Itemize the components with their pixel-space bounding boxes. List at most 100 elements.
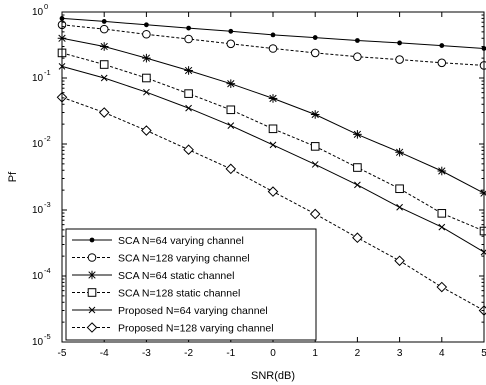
legend-label-6: Proposed N=128 varying channel	[118, 323, 274, 335]
series-3-point	[353, 130, 362, 139]
series-4-point	[142, 73, 151, 83]
series-2-point	[184, 34, 193, 44]
series-4-point	[268, 124, 278, 134]
legend-marker-3	[87, 270, 97, 280]
series-5-point	[269, 141, 277, 149]
legend-marker-5	[88, 306, 96, 314]
legend-marker-1	[89, 237, 95, 243]
x-axis-title: SNR(dB)	[251, 370, 295, 382]
series-5-point	[396, 203, 403, 211]
series-2-point	[268, 44, 278, 53]
legend-box	[65, 228, 317, 341]
x-tick-label: 5	[481, 348, 486, 359]
series-2-point	[310, 48, 320, 58]
y-tick-label-exponent: -3	[44, 200, 51, 209]
x-tick-labels: -5 -4 -3 -2 -1 0 1 2 3 4 5	[58, 348, 486, 359]
series-3-point	[226, 79, 236, 88]
x-tick-label: -5	[58, 348, 67, 359]
series-4-point	[395, 184, 404, 194]
series-2-point	[479, 61, 486, 70]
series-1-point	[101, 19, 107, 24]
series-6-point	[309, 208, 321, 220]
series-1-point	[270, 32, 276, 38]
series-6-point	[394, 255, 405, 267]
axis-ticks	[61, 12, 485, 343]
y-tick-label-exponent: 0	[44, 2, 48, 11]
legend-marker-2	[87, 253, 97, 262]
series-4-point	[437, 209, 447, 218]
series-6-point	[141, 125, 152, 136]
legend-marker-6	[86, 322, 98, 333]
series-6-point	[183, 144, 194, 155]
series-1-point	[144, 22, 149, 28]
series-3-point	[395, 147, 404, 157]
series-1-point	[228, 28, 234, 34]
series-6-point	[352, 232, 363, 244]
series-5-point	[438, 223, 446, 231]
series-6-point	[225, 163, 237, 175]
y-tick-label: 10	[32, 7, 44, 18]
series-2-point	[99, 24, 109, 34]
series-4-point	[353, 163, 362, 172]
series-4-point	[310, 142, 320, 151]
legend-label-5: Proposed N=64 varying channel	[118, 305, 268, 317]
legend: SCA N=64 varying channel SCA N=128 varyin…	[65, 228, 317, 341]
series-5-point	[143, 88, 150, 96]
series-5-point	[311, 161, 319, 168]
y-tick-label-exponent: -2	[44, 134, 51, 143]
series-3-point	[99, 42, 109, 51]
y-tick-label: 10	[32, 337, 44, 348]
series-4-point	[479, 226, 486, 236]
y-tick-label: 10	[32, 139, 44, 150]
legend-label-3: SCA N=64 static channel	[118, 270, 234, 282]
series-6-point	[267, 186, 279, 197]
x-tick-label: -4	[100, 348, 109, 359]
series-1-point	[312, 35, 318, 40]
legend-label-4: SCA N=128 static channel	[118, 288, 240, 300]
y-tick-label-exponent: -1	[44, 68, 51, 77]
y-tick-label-exponent: -4	[44, 266, 51, 275]
series-5-point	[100, 74, 108, 82]
series-5-point	[227, 122, 235, 129]
x-tick-label: 4	[439, 348, 445, 359]
series-6-point	[436, 281, 448, 293]
x-tick-label: -3	[142, 348, 151, 359]
series-2-point	[395, 55, 404, 64]
x-tick-label: -1	[226, 348, 235, 359]
y-tick-label-exponent: -5	[44, 332, 51, 341]
series-1-point	[355, 38, 360, 43]
y-tick-label: 10	[32, 73, 44, 84]
y-tick-label: 10	[32, 271, 44, 282]
x-tick-label: 2	[355, 348, 361, 359]
y-tick-label: 10	[32, 205, 44, 216]
series-2-point	[437, 58, 447, 68]
x-tick-label: 1	[312, 348, 318, 359]
series-6-point	[98, 107, 110, 118]
x-tick-label: 0	[270, 348, 276, 359]
y-axis-title: Pf	[7, 171, 19, 182]
series-3-point	[310, 110, 320, 119]
series-5-point	[185, 104, 192, 112]
series-line-4	[61, 52, 485, 232]
series-3-point	[437, 166, 447, 176]
legend-marker-4	[87, 288, 97, 297]
x-tick-label: 3	[397, 348, 403, 359]
series-2-point	[353, 52, 362, 62]
series-4-point	[99, 60, 109, 69]
series-4-point	[184, 89, 193, 98]
legend-label-1: SCA N=64 varying channel	[118, 235, 244, 247]
legend-label-2: SCA N=128 varying channel	[118, 253, 250, 265]
series-1-point	[397, 40, 402, 46]
series-3-point	[268, 94, 278, 103]
series-3-point	[142, 53, 151, 63]
series-1-point	[186, 25, 192, 31]
series-3-point	[184, 66, 193, 75]
series-2-point	[142, 29, 151, 39]
series-2-point	[226, 39, 236, 49]
series-1-point	[439, 43, 445, 48]
x-tick-label: -2	[184, 348, 193, 359]
series-4-point	[226, 105, 236, 115]
series-5-point	[354, 181, 361, 189]
